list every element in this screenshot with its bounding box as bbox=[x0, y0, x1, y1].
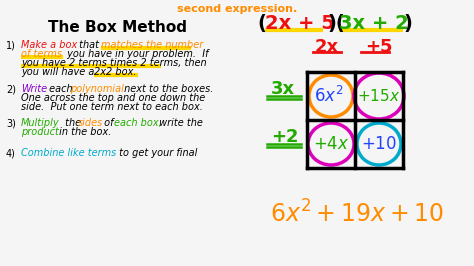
Text: write the: write the bbox=[156, 118, 203, 128]
Text: each box,: each box, bbox=[114, 118, 162, 128]
Text: 1): 1) bbox=[6, 40, 16, 50]
Text: ): ) bbox=[403, 14, 412, 33]
Text: $+4x$: $+4x$ bbox=[313, 135, 349, 153]
Text: 3): 3) bbox=[6, 118, 16, 128]
Text: in the box.: in the box. bbox=[56, 127, 111, 137]
Text: the: the bbox=[62, 118, 84, 128]
Text: $+10$: $+10$ bbox=[361, 135, 397, 153]
Text: product: product bbox=[21, 127, 59, 137]
Text: $6x^2+19x+10$: $6x^2+19x+10$ bbox=[270, 200, 444, 227]
Text: you have in your problem.  If: you have in your problem. If bbox=[64, 49, 209, 59]
Text: side.  Put one term next to each box.: side. Put one term next to each box. bbox=[21, 102, 203, 112]
Text: $6x^2$: $6x^2$ bbox=[314, 86, 344, 106]
Text: +2: +2 bbox=[271, 128, 299, 146]
Text: that: that bbox=[76, 40, 102, 50]
Text: (: ( bbox=[257, 14, 266, 33]
Text: 3x + 2: 3x + 2 bbox=[339, 14, 409, 33]
Text: you will have a: you will have a bbox=[21, 67, 98, 77]
Text: +5: +5 bbox=[365, 38, 392, 56]
Text: 4): 4) bbox=[6, 148, 16, 158]
Text: The Box Method: The Box Method bbox=[48, 20, 188, 35]
Text: 2x2 box.: 2x2 box. bbox=[94, 67, 137, 77]
Text: One across the top and one down the: One across the top and one down the bbox=[21, 93, 205, 103]
Text: you have 2 terms times 2 terms, then: you have 2 terms times 2 terms, then bbox=[21, 58, 207, 68]
Text: sides: sides bbox=[78, 118, 103, 128]
Text: polynomial: polynomial bbox=[70, 84, 124, 94]
Text: 2x: 2x bbox=[315, 38, 339, 56]
Text: matches the number: matches the number bbox=[101, 40, 203, 50]
Text: Write: Write bbox=[21, 84, 47, 94]
Text: 3x: 3x bbox=[271, 80, 295, 98]
Text: to get your final: to get your final bbox=[116, 148, 197, 158]
Text: of: of bbox=[101, 118, 117, 128]
Text: of terms: of terms bbox=[21, 49, 62, 59]
Text: $+15x$: $+15x$ bbox=[357, 88, 401, 104]
Text: Multiply: Multiply bbox=[21, 118, 60, 128]
Text: each: each bbox=[46, 84, 76, 94]
Text: 2): 2) bbox=[6, 84, 16, 94]
Text: Make a box: Make a box bbox=[21, 40, 77, 50]
Text: 2x + 5: 2x + 5 bbox=[265, 14, 335, 33]
Text: Combine like terms: Combine like terms bbox=[21, 148, 116, 158]
Text: )(: )( bbox=[327, 14, 345, 33]
Text: next to the boxes.: next to the boxes. bbox=[121, 84, 213, 94]
Text: second expression.: second expression. bbox=[177, 4, 297, 14]
